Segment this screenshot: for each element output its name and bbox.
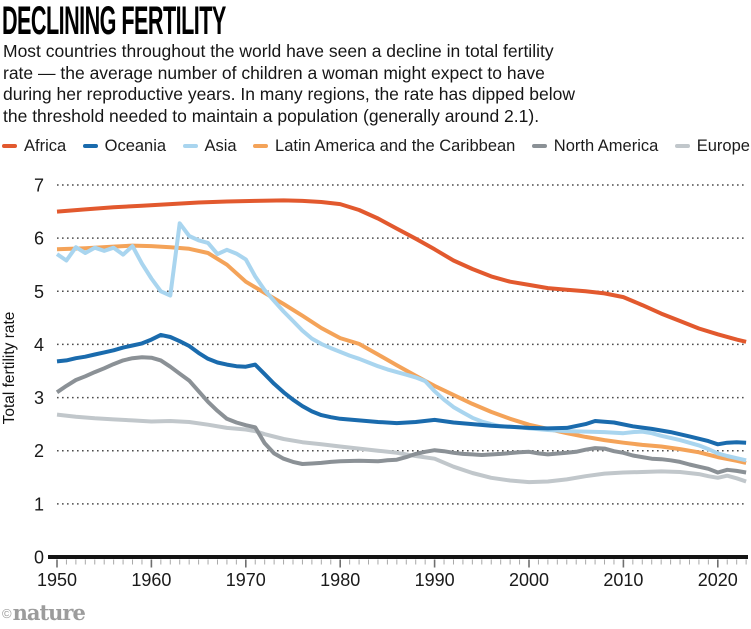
x-tick-label-1980: 1980 (320, 570, 360, 590)
y-axis-title: Total fertility rate (1, 312, 18, 425)
legend-label: Latin America and the Caribbean (275, 136, 516, 155)
series-line-asia (55, 221, 747, 463)
legend-item-europe: Europe (674, 136, 750, 156)
y-tick-label-5: 5 (34, 282, 44, 302)
legend-swatch-icon (531, 143, 547, 149)
y-tick-label-6: 6 (34, 229, 44, 249)
legend-swatch-icon (253, 143, 269, 149)
legend-swatch-icon (82, 143, 98, 149)
legend-item-latin-america-and-the-caribbean: Latin America and the Caribbean (253, 137, 515, 156)
legend-swatch-icon (2, 143, 17, 149)
legend-label: Europe (696, 136, 750, 155)
legend-swatch-icon (182, 143, 198, 149)
x-tick-label-2000: 2000 (509, 570, 549, 590)
x-tick-label-2020: 2020 (698, 570, 738, 590)
legend-swatch-icon (674, 143, 690, 149)
legend-item-africa: Africa (2, 137, 66, 156)
description-line: Most countries throughout the world have… (3, 41, 554, 61)
nature-logo: nature (12, 600, 86, 625)
x-tick-label-2010: 2010 (603, 570, 643, 590)
x-tick-label-1970: 1970 (226, 570, 266, 590)
y-tick-label-4: 4 (34, 335, 44, 355)
legend-item-oceania: Oceania (82, 136, 167, 156)
series-line-africa (56, 198, 747, 344)
legend-label: Africa (24, 136, 67, 155)
nature-credit: ©nature (2, 600, 86, 625)
y-tick-label-2: 2 (34, 441, 44, 461)
x-tick-label-1990: 1990 (415, 570, 455, 590)
x-tick-label-1960: 1960 (131, 570, 171, 590)
description-line: rate — the average number of children a … (3, 62, 545, 83)
series-line-oceania (56, 332, 747, 447)
legend-label: North America (553, 136, 659, 155)
y-tick-label-1: 1 (34, 494, 44, 514)
description-line: the threshold needed to maintain a popul… (3, 106, 540, 127)
legend-item-asia: Asia (182, 136, 237, 156)
page-title: DECLINING FERTILITY (2, 0, 226, 43)
legend-item-north-america: North America (531, 136, 659, 156)
description-line: during her reproductive years. In many r… (3, 84, 575, 105)
legend-label: Asia (204, 136, 237, 155)
y-tick-label-3: 3 (34, 388, 44, 408)
chart-description: Most countries throughout the world have… (3, 41, 575, 128)
legend-label: Oceania (104, 136, 167, 155)
series-line-north-america (55, 355, 747, 475)
y-tick-label-0: 0 (34, 548, 44, 568)
x-tick-label-1950: 1950 (37, 570, 77, 590)
y-tick-label-7: 7 (34, 175, 44, 195)
chart-legend: Africa Oceania Asia Latin America and the C… (2, 137, 750, 155)
copyright-symbol: © (2, 606, 12, 621)
